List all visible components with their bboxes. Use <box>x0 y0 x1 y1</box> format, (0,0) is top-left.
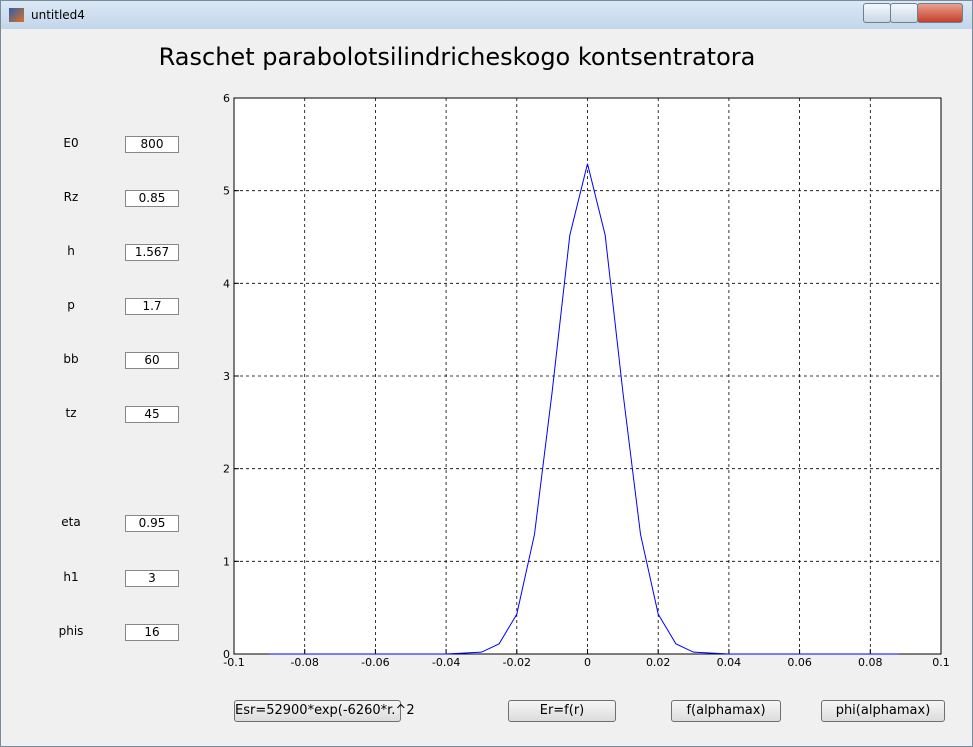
chart: -0.1 -0.08 -0.06 -0.04 -0.02 0 0.02 0.04 0.06 0.0… <box>223 92 950 669</box>
button[interactable]: phi(alphamax) <box>821 700 945 722</box>
client-area: Raschet parabolotsilindricheskogo kontse… <box>7 29 966 741</box>
x-tick-label: 0.02 <box>646 656 671 669</box>
maximize-button[interactable] <box>890 3 918 23</box>
param-input[interactable]: 60 <box>125 352 179 369</box>
x-tick-label: 0.04 <box>717 656 742 669</box>
title-bar: untitled4 <box>1 1 972 29</box>
close-button[interactable] <box>917 3 963 23</box>
data-line <box>269 163 899 655</box>
window-title: untitled4 <box>31 8 85 22</box>
param-input[interactable]: 0.95 <box>125 515 179 532</box>
param-label: phis <box>58 624 84 638</box>
param-label: E0 <box>63 136 79 150</box>
param-label: Rz <box>63 190 79 204</box>
x-tick-label: -0.08 <box>290 656 318 669</box>
app-icon <box>9 8 24 22</box>
x-tick-label: -0.02 <box>503 656 531 669</box>
param-label: p <box>67 298 75 312</box>
x-tick-label: 0.1 <box>932 656 950 669</box>
minimize-button[interactable] <box>863 3 891 23</box>
y-tick-label: 3 <box>223 370 230 383</box>
y-tick-label: 0 <box>223 648 230 661</box>
y-tick-label: 5 <box>223 185 230 198</box>
y-tick-label: 4 <box>223 277 230 290</box>
param-input[interactable]: 1.7 <box>125 298 179 315</box>
param-label: bb <box>63 352 79 366</box>
param-input[interactable]: 45 <box>125 406 179 423</box>
param-input[interactable]: 16 <box>125 624 179 641</box>
main-title: Raschet parabolotsilindricheskogo kontse… <box>158 43 756 71</box>
y-tick-label: 1 <box>223 555 230 568</box>
param-input[interactable]: 0.85 <box>125 190 179 207</box>
x-tick-label: 0.08 <box>858 656 883 669</box>
button[interactable]: Esr=52900*exp(-6260*r.^2 <box>234 700 415 722</box>
param-label: eta <box>61 515 81 529</box>
x-tick-label: 0.06 <box>787 656 812 669</box>
x-tick-label: 0 <box>584 656 591 669</box>
param-label: h <box>67 244 75 258</box>
x-tick-label: -0.06 <box>361 656 389 669</box>
x-tick-label: -0.04 <box>432 656 460 669</box>
param-input[interactable]: 1.567 <box>125 244 179 261</box>
button[interactable]: f(alphamax) <box>671 700 781 722</box>
axes-box <box>233 97 942 655</box>
param-label: tz <box>65 406 77 420</box>
param-input[interactable]: 800 <box>125 136 179 153</box>
param-label: h1 <box>63 570 79 584</box>
x-tick-label: -0.1 <box>223 656 244 669</box>
y-tick-label: 6 <box>223 92 230 105</box>
button[interactable]: Er=f(r) <box>508 700 616 722</box>
param-input[interactable]: 3 <box>125 570 179 587</box>
y-tick-label: 2 <box>223 463 230 476</box>
